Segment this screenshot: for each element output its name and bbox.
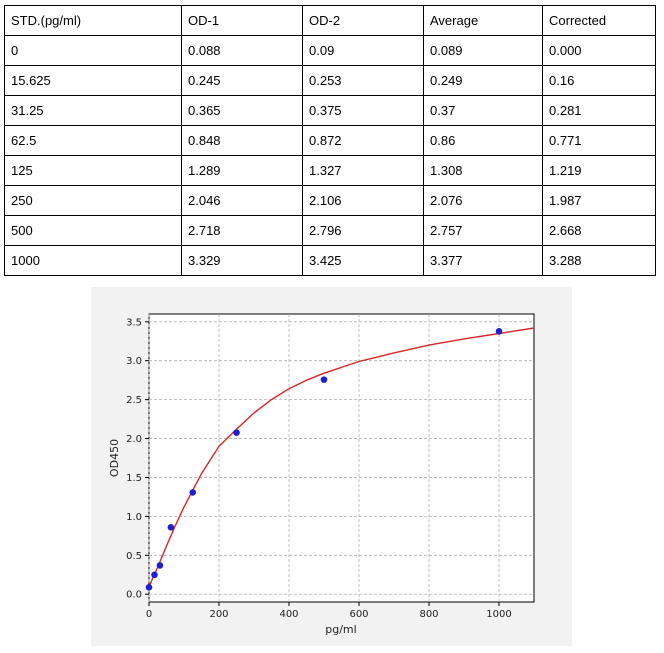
data-point — [189, 489, 197, 496]
table-cell: 0.375 — [302, 95, 424, 126]
data-point — [151, 571, 158, 579]
table-row: 0 0.088 0.09 0.089 0.000 — [4, 35, 656, 66]
table-cell: 3.425 — [302, 245, 424, 276]
table-row: 125 1.289 1.327 1.308 1.219 — [4, 155, 656, 186]
table-row: 15.625 0.245 0.253 0.249 0.16 — [4, 65, 656, 96]
y-tick-label: 3.5 — [126, 317, 142, 328]
table-cell: 0.089 — [423, 35, 543, 66]
table-cell: 1.219 — [542, 155, 656, 186]
table-cell: 0.088 — [181, 35, 303, 66]
table-cell: 0.249 — [423, 65, 543, 96]
table-cell: 0.245 — [181, 65, 303, 96]
table-cell: 1000 — [4, 245, 182, 276]
y-tick-label: 0.0 — [126, 590, 142, 601]
x-tick-label: 1000 — [486, 609, 511, 620]
table-cell: 0 — [4, 35, 182, 66]
x-tick-label: 200 — [209, 609, 228, 620]
table-cell: 2.106 — [302, 185, 424, 216]
plot-area — [148, 313, 535, 603]
header-average: Average — [423, 5, 543, 36]
table-cell: 0.771 — [542, 125, 656, 156]
table-cell: 0.253 — [302, 65, 424, 96]
table-cell: 1.327 — [302, 155, 424, 186]
fit-curve-layer — [148, 327, 535, 588]
table-cell: 0.281 — [542, 95, 656, 126]
table-cell: 0.16 — [542, 65, 656, 96]
header-std: STD.(pg/ml) — [4, 5, 182, 36]
header-od1: OD-1 — [181, 5, 303, 36]
data-point — [167, 523, 175, 531]
table-cell: 0.86 — [423, 125, 543, 156]
table-row: 500 2.718 2.796 2.757 2.668 — [4, 215, 656, 246]
standard-curve-chart: 0 200 400 600 800 1000 0.0 0.5 1.0 1.5 2.0 2.5 3.0 3.… — [91, 287, 572, 646]
header-od2: OD-2 — [302, 5, 424, 36]
x-axis-label: pg/ml — [325, 623, 356, 636]
table-cell: 31.25 — [4, 95, 182, 126]
y-tick-label: 0.5 — [126, 551, 142, 562]
table-cell: 500 — [4, 215, 182, 246]
y-tick-label: 2.5 — [126, 395, 142, 406]
table-cell: 2.796 — [302, 215, 424, 246]
table-cell: 2.046 — [181, 185, 303, 216]
table-header-row: STD.(pg/ml) OD-1 OD-2 Average Corrected — [4, 5, 656, 36]
table-cell: 2.076 — [423, 185, 543, 216]
table-cell: 0.000 — [542, 35, 656, 66]
y-tick-label: 2.0 — [126, 434, 142, 445]
data-point — [156, 562, 164, 569]
table-cell: 0.37 — [423, 95, 543, 126]
table-row: 31.25 0.365 0.375 0.37 0.281 — [4, 95, 656, 126]
table-cell: 62.5 — [4, 125, 182, 156]
fit-curve-line — [148, 327, 535, 588]
table-cell: 3.288 — [542, 245, 656, 276]
table-cell: 250 — [4, 185, 182, 216]
x-tick-label: 600 — [349, 609, 368, 620]
data-point — [145, 583, 153, 591]
tick-layer: 0 200 400 600 800 1000 0.0 0.5 1.0 1.5 2.0 2.5 3.0 3.… — [126, 317, 512, 620]
table-row: 1000 3.329 3.425 3.377 3.288 — [4, 245, 656, 276]
table-cell: 0.872 — [302, 125, 424, 156]
table-cell: 0.848 — [181, 125, 303, 156]
x-tick-label: 800 — [419, 609, 438, 620]
data-point — [233, 429, 240, 436]
x-tick-label: 0 — [146, 609, 152, 620]
table-cell: 1.289 — [181, 155, 303, 186]
y-tick-label: 1.0 — [126, 512, 142, 523]
table-row: 250 2.046 2.106 2.076 1.987 — [4, 185, 656, 216]
y-tick-label: 3.0 — [126, 356, 142, 367]
point-layer — [145, 328, 503, 591]
table-cell: 15.625 — [4, 65, 182, 96]
table-cell: 125 — [4, 155, 182, 186]
table-row: 62.5 0.848 0.872 0.86 0.771 — [4, 125, 656, 156]
table-body: STD.(pg/ml) OD-1 OD-2 Average Corrected … — [4, 5, 656, 276]
y-tick-label: 1.5 — [126, 473, 142, 484]
table-cell: 0.09 — [302, 35, 424, 66]
table-cell: 2.757 — [423, 215, 543, 246]
table-cell: 0.365 — [181, 95, 303, 126]
data-point — [320, 376, 328, 383]
y-axis-label: OD450 — [108, 439, 121, 477]
table-cell: 3.377 — [423, 245, 543, 276]
table-cell: 2.668 — [542, 215, 656, 246]
table-cell: 1.308 — [423, 155, 543, 186]
table-cell: 1.987 — [542, 185, 656, 216]
x-tick-label: 400 — [279, 609, 298, 620]
table-cell: 2.718 — [181, 215, 303, 246]
standard-curve-table: STD.(pg/ml) OD-1 OD-2 Average Corrected … — [4, 5, 656, 276]
chart-svg: 0 200 400 600 800 1000 0.0 0.5 1.0 1.5 2.0 2.5 3.0 3.… — [108, 313, 535, 636]
data-point — [495, 328, 503, 335]
header-corrected: Corrected — [542, 5, 656, 36]
table-cell: 3.329 — [181, 245, 303, 276]
